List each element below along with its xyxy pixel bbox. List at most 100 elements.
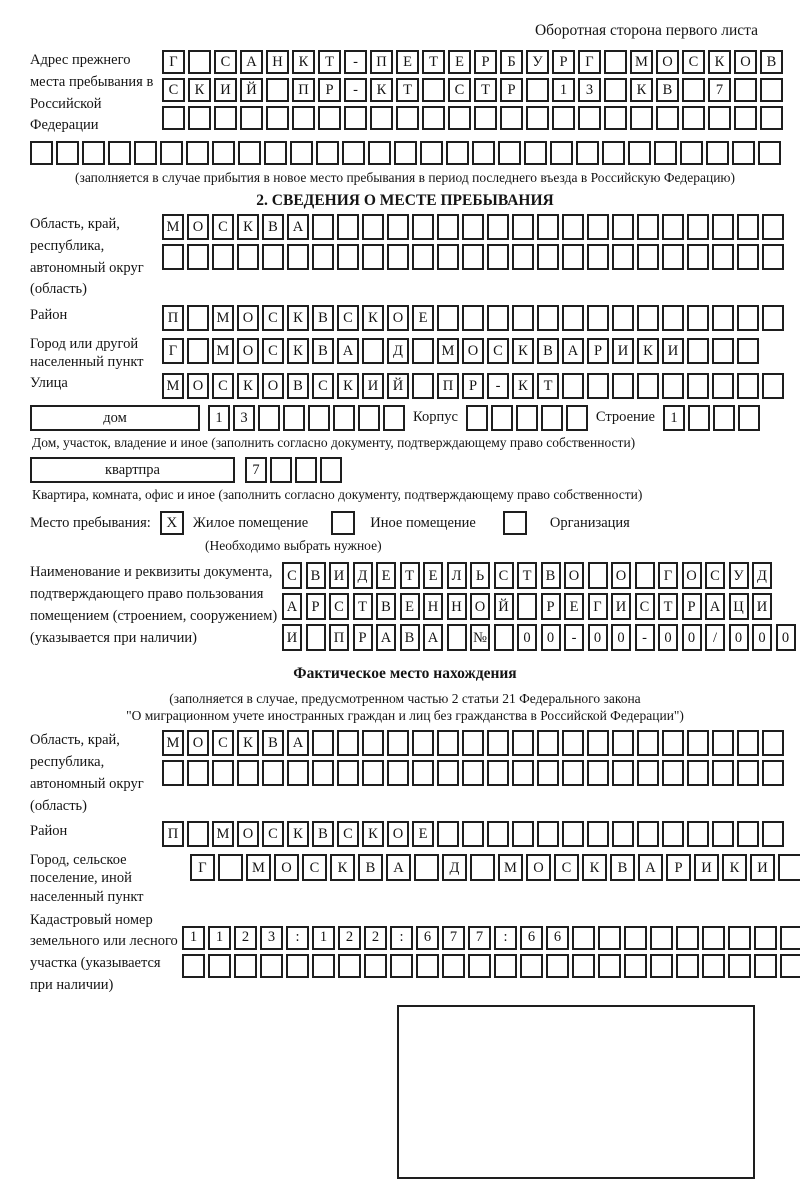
char-cell[interactable] bbox=[762, 214, 784, 240]
char-cell[interactable]: 7 bbox=[442, 925, 465, 950]
char-cell[interactable] bbox=[412, 760, 434, 787]
char-cell[interactable] bbox=[390, 953, 413, 978]
char-cell[interactable] bbox=[562, 821, 584, 848]
char-cell[interactable]: К bbox=[708, 50, 731, 74]
char-cell[interactable] bbox=[687, 305, 709, 331]
char-cell[interactable] bbox=[187, 305, 209, 331]
char-cell[interactable]: К bbox=[362, 305, 384, 331]
char-cell[interactable]: И bbox=[329, 562, 349, 590]
char-cell[interactable]: 6 bbox=[546, 925, 569, 950]
char-cell[interactable] bbox=[295, 457, 317, 484]
char-cell[interactable] bbox=[394, 141, 417, 165]
char-cell[interactable]: Е bbox=[448, 50, 471, 74]
char-cell[interactable]: М bbox=[212, 821, 234, 848]
char-cell[interactable] bbox=[186, 141, 209, 165]
char-cell[interactable]: 0 bbox=[658, 624, 678, 652]
char-cell[interactable] bbox=[562, 760, 584, 787]
char-cell[interactable]: Н bbox=[446, 593, 467, 621]
char-cell[interactable]: Т bbox=[658, 593, 678, 621]
char-cell[interactable] bbox=[362, 760, 384, 787]
char-cell[interactable] bbox=[737, 730, 759, 757]
char-cell[interactable]: О bbox=[237, 305, 259, 331]
char-cell[interactable] bbox=[462, 760, 484, 787]
char-cell[interactable]: В bbox=[399, 624, 420, 652]
char-cell[interactable]: С bbox=[448, 78, 471, 102]
char-cell[interactable] bbox=[687, 405, 710, 432]
char-cell[interactable] bbox=[572, 953, 595, 978]
char-cell[interactable] bbox=[598, 953, 621, 978]
char-cell[interactable]: О bbox=[262, 373, 284, 400]
char-cell[interactable] bbox=[212, 760, 234, 787]
char-cell[interactable] bbox=[290, 141, 313, 165]
char-cell[interactable] bbox=[437, 214, 459, 240]
char-cell[interactable]: С bbox=[212, 373, 234, 400]
char-cell[interactable]: С bbox=[554, 854, 579, 882]
char-cell[interactable] bbox=[287, 244, 309, 270]
char-cell[interactable]: А bbox=[287, 214, 309, 240]
char-cell[interactable]: Р bbox=[552, 50, 575, 74]
char-cell[interactable]: М bbox=[162, 730, 184, 757]
char-cell[interactable] bbox=[650, 925, 673, 950]
stroenie-row[interactable]: 1 bbox=[662, 405, 760, 432]
char-cell[interactable] bbox=[487, 730, 509, 757]
char-cell[interactable]: № bbox=[470, 624, 490, 652]
char-cell[interactable] bbox=[706, 141, 729, 165]
char-cell[interactable] bbox=[30, 141, 53, 165]
char-cell[interactable] bbox=[754, 953, 777, 978]
char-cell[interactable] bbox=[758, 141, 781, 165]
char-cell[interactable]: Г bbox=[162, 338, 184, 364]
char-cell[interactable] bbox=[312, 730, 334, 757]
char-cell[interactable] bbox=[628, 141, 651, 165]
checkbox-zhiloe[interactable]: X bbox=[159, 511, 184, 536]
char-cell[interactable] bbox=[182, 953, 205, 978]
char-cell[interactable] bbox=[612, 244, 634, 270]
char-cell[interactable] bbox=[650, 953, 673, 978]
char-cell[interactable] bbox=[262, 760, 284, 787]
char-cell[interactable] bbox=[412, 214, 434, 240]
char-cell[interactable] bbox=[82, 141, 105, 165]
char-cell[interactable]: П bbox=[162, 821, 184, 848]
char-cell[interactable] bbox=[187, 338, 209, 364]
char-cell[interactable] bbox=[612, 373, 634, 400]
char-cell[interactable]: В bbox=[656, 78, 679, 102]
char-cell[interactable] bbox=[587, 562, 608, 590]
char-cell[interactable] bbox=[500, 106, 523, 130]
char-cell[interactable]: Й bbox=[387, 373, 409, 400]
char-cell[interactable] bbox=[637, 305, 659, 331]
char-cell[interactable] bbox=[562, 305, 584, 331]
char-cell[interactable] bbox=[587, 373, 609, 400]
apartment-row[interactable]: 7 bbox=[245, 457, 342, 484]
char-cell[interactable]: Л bbox=[446, 562, 467, 590]
char-cell[interactable]: П bbox=[437, 373, 459, 400]
char-cell[interactable]: 1 bbox=[208, 925, 231, 950]
char-cell[interactable] bbox=[587, 821, 609, 848]
char-cell[interactable] bbox=[630, 106, 653, 130]
char-cell[interactable]: М bbox=[162, 214, 184, 240]
char-cell[interactable]: 0 bbox=[540, 624, 561, 652]
char-cell[interactable] bbox=[682, 106, 705, 130]
char-cell[interactable]: О bbox=[656, 50, 679, 74]
char-cell[interactable]: К bbox=[630, 78, 653, 102]
char-cell[interactable]: Г bbox=[162, 50, 185, 74]
char-cell[interactable] bbox=[737, 760, 759, 787]
char-cell[interactable] bbox=[587, 305, 609, 331]
char-cell[interactable] bbox=[526, 78, 549, 102]
char-cell[interactable]: : bbox=[286, 925, 309, 950]
char-cell[interactable] bbox=[512, 760, 534, 787]
char-cell[interactable]: М bbox=[498, 854, 523, 882]
char-cell[interactable]: О bbox=[611, 562, 631, 590]
char-cell[interactable] bbox=[437, 730, 459, 757]
char-cell[interactable] bbox=[270, 457, 292, 484]
char-cell[interactable] bbox=[333, 405, 355, 432]
char-cell[interactable]: 7 bbox=[708, 78, 731, 102]
char-cell[interactable]: А bbox=[240, 50, 263, 74]
char-cell[interactable]: Е bbox=[396, 50, 419, 74]
char-cell[interactable] bbox=[612, 305, 634, 331]
char-cell[interactable]: Р bbox=[587, 338, 609, 364]
char-cell[interactable] bbox=[286, 953, 309, 978]
char-cell[interactable]: С bbox=[682, 50, 705, 74]
char-cell[interactable] bbox=[624, 925, 647, 950]
